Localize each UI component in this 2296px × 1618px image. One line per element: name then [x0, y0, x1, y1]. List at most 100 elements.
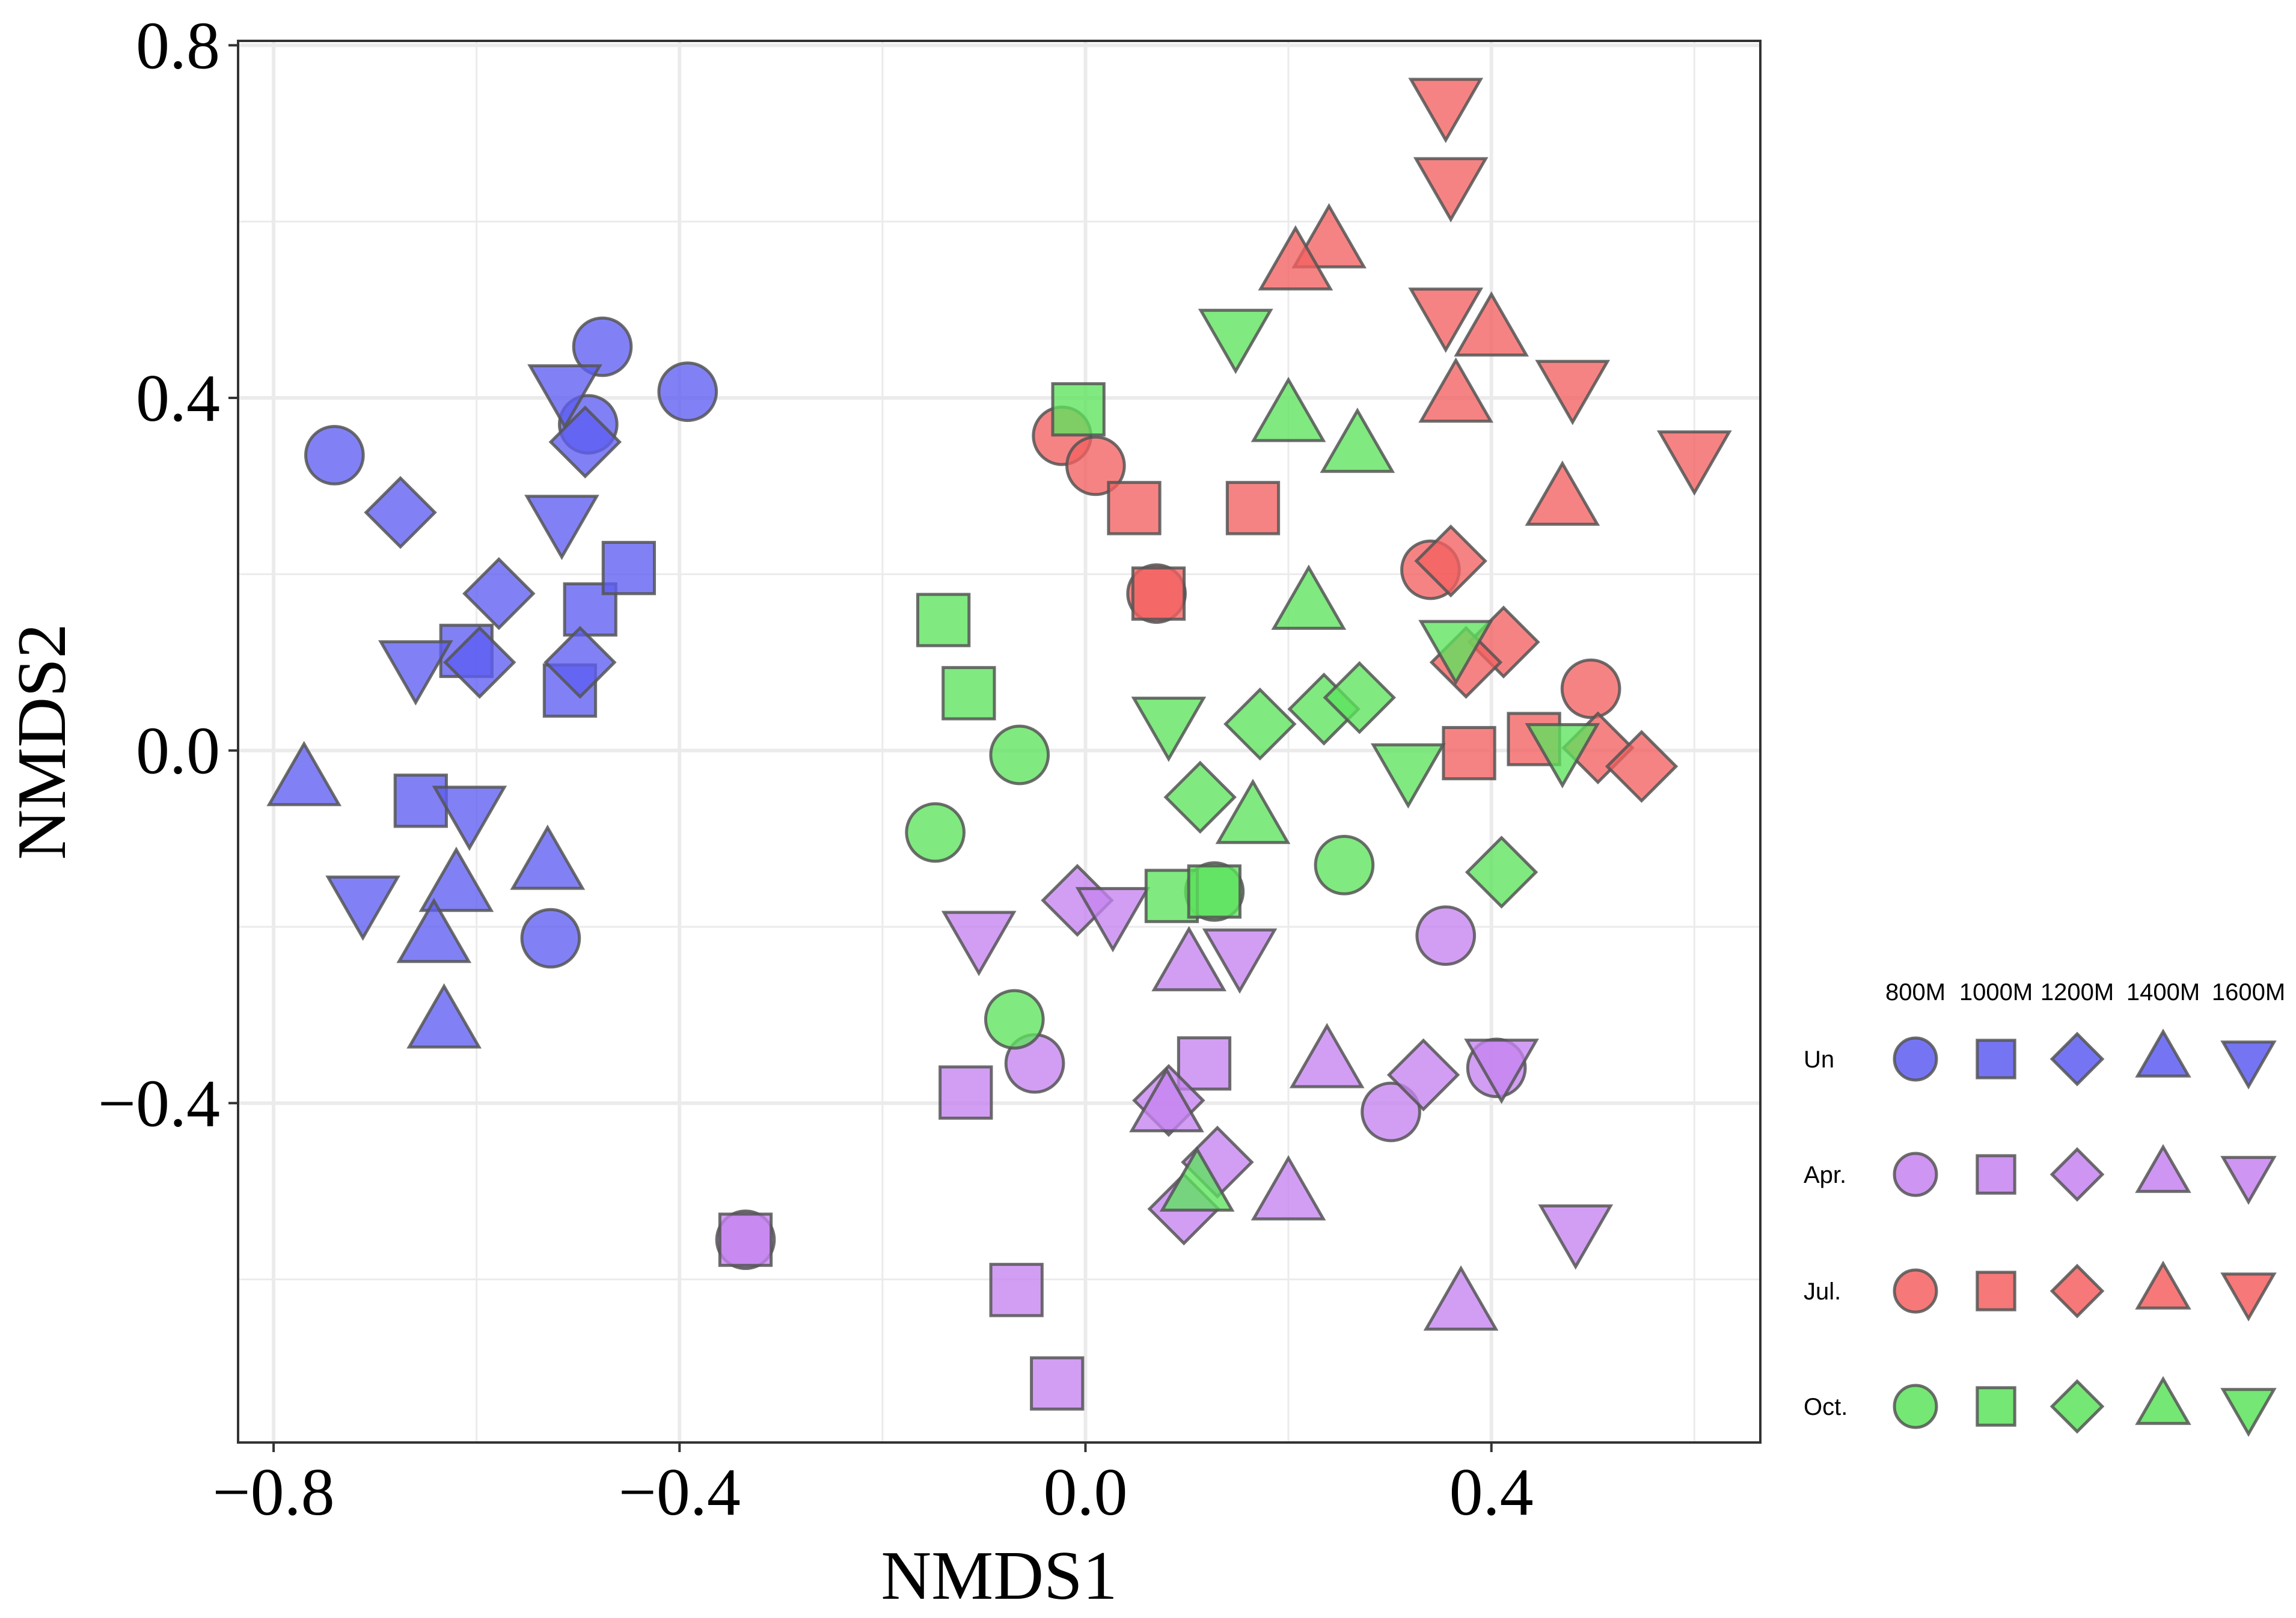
point-un-800m: [657, 361, 718, 423]
point-un-1400m: [418, 846, 494, 912]
point-un-1600m: [432, 786, 507, 851]
point-oct-1000m: [1187, 864, 1241, 919]
point-un-1400m: [406, 983, 482, 1049]
point-jul-1600m: [1408, 287, 1484, 353]
point-un-1600m: [524, 495, 599, 560]
point-oct-1600m: [1525, 723, 1600, 789]
point-apr-1000m: [989, 1263, 1044, 1317]
y-axis-title: NMDS2: [4, 623, 81, 859]
legend-altitude-label: 1600M: [2212, 979, 2285, 1006]
point-oct-800m: [989, 724, 1050, 786]
legend-key-un-1000m: [1976, 1039, 2016, 1079]
legend-key-oct-1600m: [2220, 1388, 2277, 1437]
legend-key-oct-1000m: [1976, 1386, 2016, 1427]
point-apr-1400m: [1251, 1155, 1326, 1221]
point-jul-800m: [1560, 658, 1621, 719]
point-apr-1600m: [1202, 928, 1278, 994]
point-apr-1000m: [1177, 1036, 1232, 1091]
point-oct-1200m: [1465, 835, 1538, 909]
legend-key-apr-1400m: [2135, 1144, 2191, 1193]
point-un-1000m: [601, 540, 657, 596]
point-un-800m: [520, 908, 581, 969]
point-un-1600m: [527, 364, 602, 430]
legend-key-un-1400m: [2135, 1028, 2191, 1078]
point-jul-1000m: [1225, 481, 1281, 536]
point-un-1200m: [543, 626, 617, 699]
point-jul-800m: [1065, 435, 1126, 496]
point-un-1000m: [563, 582, 617, 637]
point-oct-1200m: [1223, 687, 1297, 761]
x-tick-label: 0.0: [1043, 1455, 1127, 1530]
legend-key-oct-1400m: [2135, 1376, 2191, 1425]
point-jul-1000m: [1131, 566, 1186, 621]
point-apr-1000m: [938, 1065, 993, 1120]
y-tick-label: 0.8: [136, 8, 220, 83]
point-apr-1400m: [1151, 926, 1227, 992]
point-jul-1400m: [1418, 357, 1493, 423]
point-apr-1200m: [1386, 1038, 1460, 1112]
legend-key-apr-800m: [1893, 1152, 1938, 1197]
x-tick-label: −0.4: [619, 1455, 741, 1530]
point-oct-1400m: [1159, 1146, 1235, 1212]
point-un-1200m: [443, 626, 516, 699]
point-jul-1600m: [1408, 78, 1484, 144]
legend-key-jul-1000m: [1976, 1271, 2016, 1311]
point-oct-800m: [905, 802, 966, 863]
point-un-1400m: [510, 824, 586, 890]
point-oct-800m: [1314, 834, 1375, 896]
point-jul-1200m: [1414, 524, 1487, 598]
legend-key-jul-1400m: [2135, 1260, 2191, 1310]
point-oct-1000m: [941, 666, 996, 721]
point-oct-1400m: [1215, 778, 1291, 844]
point-apr-1600m: [1538, 1204, 1614, 1270]
point-oct-1000m: [916, 593, 971, 647]
legend-month-label: Apr.: [1804, 1162, 1846, 1188]
point-un-1400m: [396, 897, 472, 963]
point-jul-1000m: [1442, 725, 1496, 781]
legend-key-un-1600m: [2220, 1040, 2277, 1090]
legend-key-jul-1600m: [2220, 1272, 2277, 1322]
point-un-1600m: [325, 875, 400, 941]
point-jul-1600m: [1413, 157, 1489, 223]
panel-border: [237, 40, 1762, 1444]
point-jul-1400m: [1525, 460, 1600, 526]
point-jul-1400m: [1454, 291, 1529, 357]
y-tick-label: −0.4: [98, 1066, 220, 1141]
point-jul-1400m: [1291, 203, 1367, 269]
legend-altitude-label: 1200M: [2040, 979, 2114, 1006]
point-oct-1600m: [1418, 620, 1493, 686]
x-tick-label: −0.8: [212, 1455, 334, 1530]
legend-key-apr-1200m: [2050, 1147, 2105, 1202]
point-oct-1400m: [1271, 564, 1347, 630]
point-un-1000m: [393, 774, 448, 828]
point-un-1400m: [266, 740, 342, 807]
point-apr-1400m: [1423, 1265, 1499, 1331]
point-apr-1400m: [1289, 1022, 1365, 1088]
point-jul-1200m: [1605, 730, 1679, 803]
data-points: [266, 78, 1732, 1411]
point-oct-1600m: [1131, 697, 1207, 762]
x-axis-title: NMDS1: [881, 1537, 1117, 1614]
point-un-1200m: [548, 405, 622, 479]
point-apr-800m: [1415, 905, 1477, 966]
point-apr-1000m: [1030, 1356, 1085, 1411]
legend-key-un-1200m: [2050, 1031, 2105, 1087]
axis-ticks: −0.8 −0.4 0.0 0.4 −0.4 0.0 0.4 0.8: [98, 8, 1534, 1530]
point-oct-1000m: [1051, 382, 1106, 437]
legend-altitude-label: 1400M: [2126, 979, 2200, 1006]
legend-key-jul-1200m: [2050, 1263, 2105, 1319]
point-un-1200m: [462, 557, 536, 630]
point-oct-1400m: [1320, 408, 1395, 473]
point-apr-800m: [1361, 1081, 1421, 1143]
point-apr-1000m: [718, 1212, 773, 1267]
point-un-1600m: [378, 640, 453, 706]
legend-key-jul-800m: [1893, 1268, 1938, 1314]
point-oct-1200m: [1323, 661, 1396, 734]
point-un-800m: [572, 316, 633, 377]
point-oct-800m: [984, 989, 1045, 1050]
point-un-1200m: [364, 475, 437, 549]
point-apr-1600m: [1464, 1039, 1539, 1104]
legend-key-un-800m: [1893, 1036, 1938, 1082]
point-apr-1600m: [941, 911, 1017, 977]
point-apr-1600m: [1075, 887, 1151, 953]
